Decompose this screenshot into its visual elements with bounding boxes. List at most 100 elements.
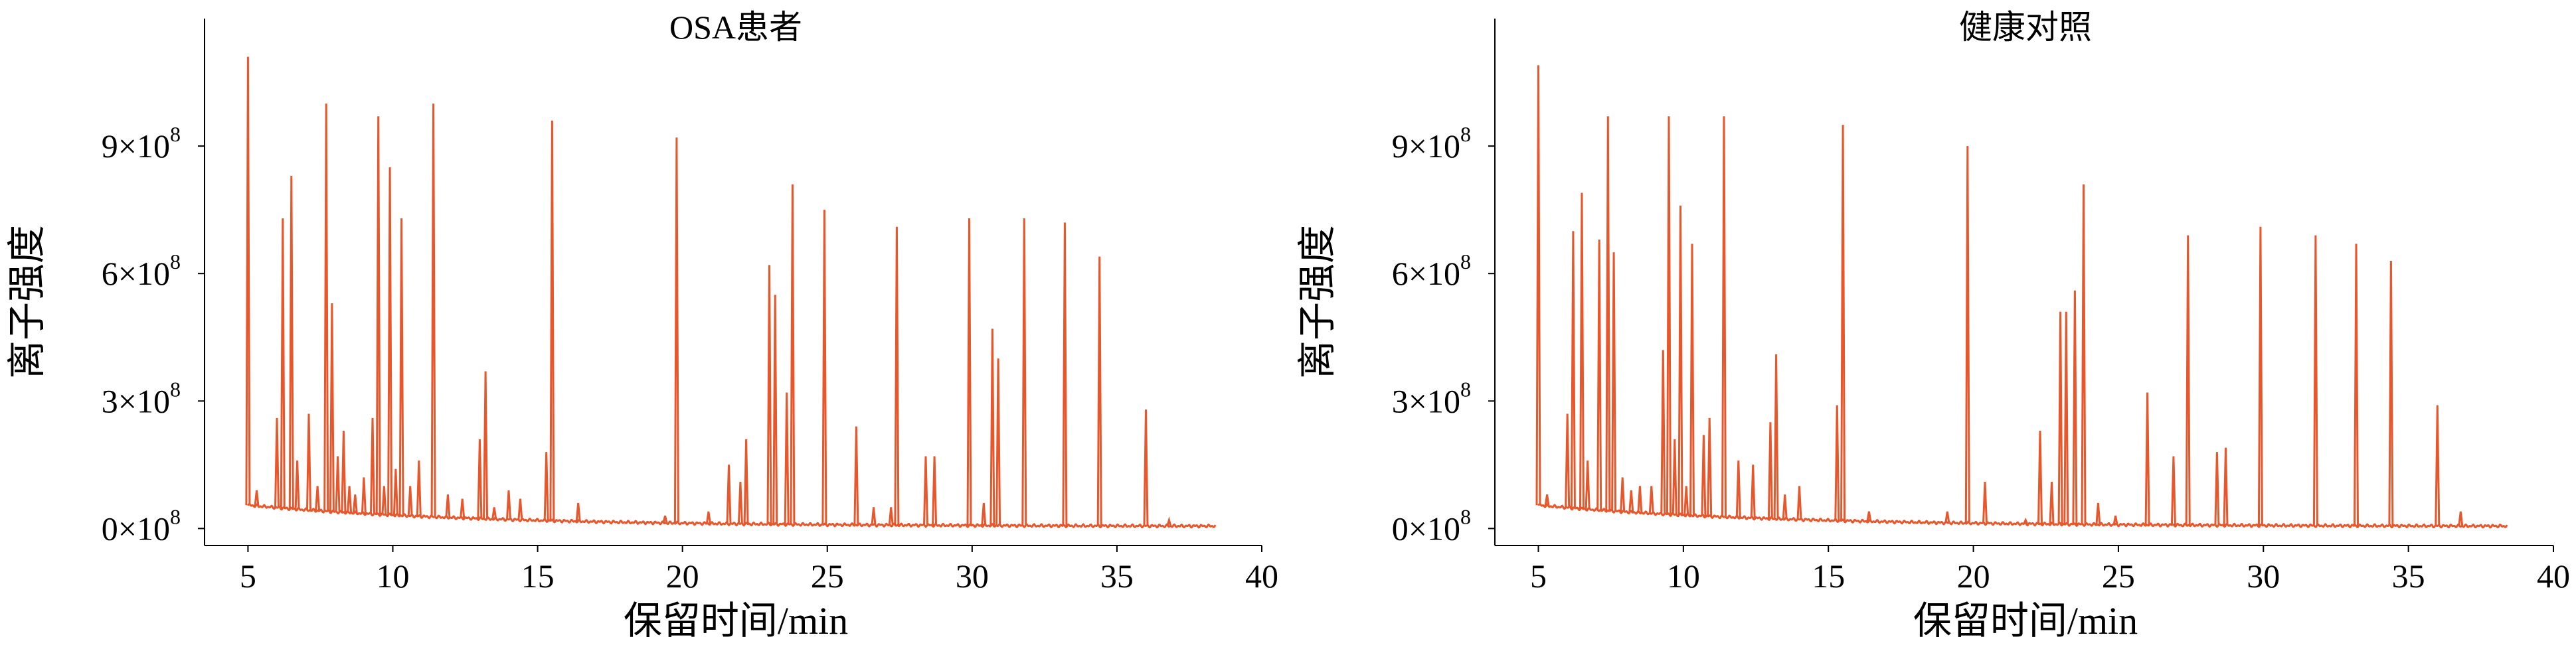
- x-tick-label: 40: [2537, 557, 2570, 595]
- chromatogram-peak: [1605, 116, 1611, 511]
- chromatogram-peak: [2081, 184, 2087, 525]
- chromatogram-peak: [2095, 502, 2101, 525]
- y-tick-exponent: 8: [1460, 250, 1471, 273]
- x-tick-label: 25: [811, 557, 844, 595]
- chromatogram-peak: [517, 498, 523, 520]
- chromatogram-peak: [995, 358, 1001, 526]
- chromatogram-peak: [673, 137, 679, 524]
- chromatogram-peak: [1143, 409, 1149, 526]
- chromatogram-peak: [1796, 486, 1802, 520]
- chromatogram-peak: [2312, 235, 2318, 526]
- chromatogram-peak: [1677, 205, 1683, 515]
- chromatogram-peak: [549, 120, 555, 521]
- chromatogram-peak: [1637, 486, 1643, 513]
- chromatogram-peak: [784, 392, 790, 525]
- chromatogram-peak: [790, 184, 796, 525]
- y-tick-exponent: 8: [170, 504, 181, 528]
- x-tick-label: 35: [1100, 557, 1134, 595]
- chromatogram-peak: [1660, 350, 1666, 514]
- chromatogram-peak: [341, 431, 347, 513]
- y-tick-mantissa: 9×10: [102, 127, 170, 165]
- chromatogram-peak: [1964, 146, 1970, 524]
- chromatogram-peak: [460, 498, 466, 518]
- chromatogram-series: [1535, 65, 2508, 529]
- chromatogram-peak: [1620, 477, 1626, 512]
- y-tick-exponent: 8: [170, 250, 181, 273]
- chromatogram-peak: [335, 456, 341, 512]
- chromatogram-peak: [1750, 465, 1756, 518]
- chromatogram-peak: [1579, 192, 1585, 509]
- chromatogram-peak: [1866, 511, 1872, 522]
- chromatogram-peak: [381, 486, 387, 515]
- chromatogram-peak: [1585, 460, 1590, 510]
- chromatogram-peak: [245, 56, 251, 506]
- y-tick-label: 6×108: [102, 250, 181, 292]
- chromatogram-peak: [1721, 116, 1727, 517]
- chromatogram-peak: [743, 439, 749, 524]
- chromatogram-peak: [1735, 460, 1741, 518]
- chromatogram-peak: [923, 456, 928, 526]
- chromatogram-peak: [2214, 452, 2220, 526]
- chromatogram-peak: [662, 515, 668, 524]
- chromatogram-peak: [1840, 125, 1846, 521]
- chromatogram-peak: [392, 469, 398, 516]
- y-tick-mantissa: 6×10: [102, 255, 170, 292]
- y-tick-label: 0×108: [1392, 504, 1471, 547]
- chromatogram-peak: [1611, 252, 1617, 512]
- chromatogram-series: [245, 56, 1217, 529]
- y-tick-label: 3×108: [1392, 377, 1471, 419]
- chromatogram-peak: [1628, 490, 1634, 512]
- chromatogram-peak: [2049, 481, 2055, 524]
- y-tick-mantissa: 9×10: [1392, 127, 1460, 165]
- chromatogram-peak: [932, 456, 938, 526]
- chromatogram-peak: [2354, 244, 2359, 526]
- chromatogram-peak: [888, 507, 894, 526]
- chromatogram-peak: [1982, 481, 1988, 524]
- chromatogram-peak: [575, 502, 581, 522]
- chromatogram-peak: [1672, 439, 1677, 515]
- chromatogram-peak: [2144, 392, 2150, 525]
- chromatogram-peak: [2170, 456, 2176, 526]
- y-tick-mantissa: 0×10: [1392, 510, 1460, 547]
- chromatogram-peak: [1021, 218, 1027, 526]
- chromatogram-peak: [543, 452, 549, 521]
- chromatogram-peak: [871, 507, 877, 526]
- chromatogram-peak: [254, 490, 260, 506]
- chromatogram-peak: [398, 218, 404, 516]
- chromatogram-peak: [1689, 244, 1695, 516]
- y-tick-mantissa: 3×10: [102, 382, 170, 419]
- y-tick-label: 9×108: [102, 122, 181, 165]
- chromatogram-peak: [1535, 65, 1541, 506]
- chromatogram-peak: [2435, 405, 2441, 526]
- chromatogram-peak: [1565, 413, 1571, 508]
- panel-osa: OSA患者 保留时间/min 离子强度 5 10 15 20 25 30 35 400×108…: [5, 9, 1278, 642]
- chromatogram-peak: [288, 175, 294, 509]
- panel-control: 健康对照 保留时间/min 离子强度 5 10 15 20 25 30 35 400×1083…: [1296, 9, 2570, 642]
- chromatogram-peak: [1767, 422, 1773, 519]
- chromatogram-peak: [1166, 516, 1172, 527]
- x-tick-label: 30: [2247, 557, 2280, 595]
- chromatogram-peak: [2037, 431, 2043, 524]
- chromatogram-peak: [853, 426, 859, 525]
- y-tick-exponent: 8: [1460, 122, 1471, 146]
- chromatogram-peak: [772, 295, 778, 524]
- chromatogram-baseline: [1537, 502, 2508, 529]
- x-axis-label: 保留时间/min: [1913, 599, 2138, 642]
- chromatogram-peak: [1701, 435, 1707, 516]
- chromatogram-peak: [1834, 405, 1840, 521]
- x-tick-label: 15: [1812, 557, 1845, 595]
- chromatogram-peak: [347, 486, 353, 513]
- chromatogram-peak: [2257, 226, 2263, 526]
- y-axis-label: 离子强度: [5, 225, 48, 379]
- chromatogram-peak: [506, 490, 511, 520]
- chromatogram-peak: [2057, 311, 2063, 524]
- y-tick-exponent: 8: [1460, 504, 1471, 528]
- x-tick-label: 10: [377, 557, 410, 595]
- chromatogram-peak: [1096, 256, 1102, 526]
- x-tick-label: 25: [2102, 557, 2135, 595]
- chromatogram-peak: [1782, 494, 1788, 520]
- chromatogram-peak: [315, 486, 321, 511]
- y-tick-exponent: 8: [170, 122, 181, 146]
- chromatogram-peak: [329, 303, 335, 512]
